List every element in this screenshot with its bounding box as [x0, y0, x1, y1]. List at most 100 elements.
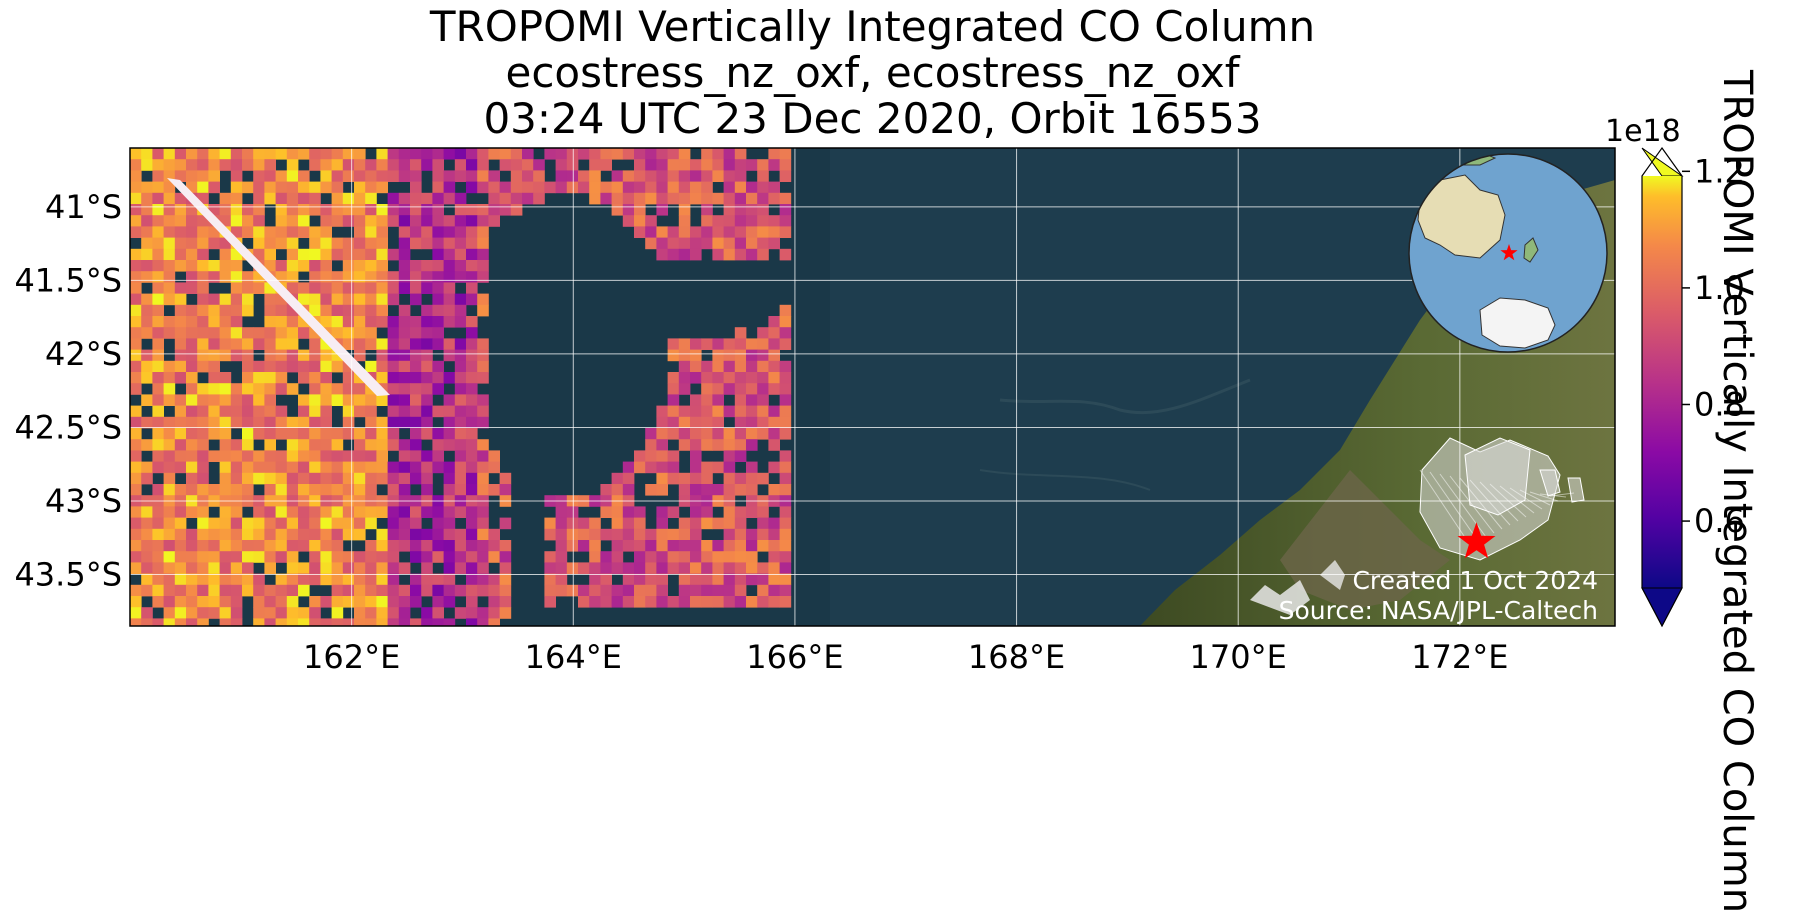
co-pixel — [466, 237, 478, 250]
co-pixel — [387, 204, 400, 216]
co-pixel — [768, 584, 780, 597]
co-pixel — [701, 439, 713, 451]
co-pixel — [421, 304, 433, 317]
co-pixel — [275, 148, 288, 160]
co-pixel — [186, 360, 198, 373]
co-pixel — [678, 226, 691, 238]
co-pixel — [230, 540, 243, 552]
co-pixel — [398, 170, 411, 182]
co-pixel — [499, 573, 512, 586]
co-pixel — [309, 540, 321, 552]
co-pixel — [443, 170, 456, 182]
co-pixel — [230, 506, 243, 518]
co-pixel — [152, 484, 164, 496]
co-pixel — [286, 338, 299, 350]
co-pixel — [701, 517, 713, 530]
co-pixel — [701, 192, 713, 205]
co-pixel — [522, 192, 534, 205]
co-pixel — [253, 551, 265, 563]
co-pixel — [354, 439, 366, 451]
co-pixel — [779, 148, 792, 160]
co-pixel — [712, 226, 724, 238]
snow-cap — [1250, 580, 1310, 615]
co-pixel — [578, 148, 590, 160]
co-pixel — [197, 181, 209, 194]
co-pixel — [622, 528, 635, 541]
co-pixel — [264, 148, 276, 160]
site-star-marker[interactable] — [1457, 522, 1496, 559]
co-pixel — [622, 181, 635, 194]
co-pixel — [656, 148, 668, 160]
co-pixel — [342, 472, 355, 485]
co-pixel — [779, 360, 792, 373]
co-pixel — [667, 528, 680, 541]
ecostress-scanline — [1529, 491, 1559, 502]
co-pixel — [219, 428, 232, 440]
co-pixel — [186, 237, 198, 250]
co-pixel — [443, 405, 456, 418]
co-pixel — [746, 573, 758, 586]
co-pixel — [701, 551, 713, 563]
co-pixel — [186, 372, 198, 384]
co-pixel — [208, 450, 220, 462]
co-pixel — [320, 562, 332, 574]
co-pixel — [152, 528, 164, 541]
co-pixel — [723, 170, 736, 182]
co-pixel — [645, 584, 657, 597]
co-pixel — [656, 204, 668, 216]
co-pixel — [354, 248, 366, 261]
co-pixel — [466, 416, 478, 429]
co-pixel — [320, 461, 332, 474]
co-pixel — [454, 204, 467, 216]
co-pixel — [387, 338, 400, 350]
co-pixel — [746, 372, 758, 384]
co-pixel — [421, 159, 433, 171]
co-pixel — [712, 461, 724, 474]
co-pixel — [432, 271, 444, 283]
co-pixel — [734, 394, 747, 406]
co-pixel — [645, 540, 657, 552]
co-pixel — [678, 416, 691, 429]
co-pixel — [219, 372, 232, 384]
co-pixel — [410, 618, 422, 626]
co-pixel — [466, 562, 478, 574]
co-pixel — [779, 327, 792, 339]
co-pixel — [186, 439, 198, 451]
co-pixel — [197, 349, 209, 362]
co-pixel — [286, 360, 299, 373]
co-pixel — [376, 204, 388, 216]
co-pixel — [342, 282, 355, 294]
co-pixel — [275, 349, 288, 362]
co-pixel — [354, 260, 366, 272]
co-pixel — [320, 215, 332, 227]
co-pixel — [421, 271, 433, 283]
co-pixel — [421, 584, 433, 597]
co-pixel — [757, 562, 769, 574]
map-panel[interactable]: Created 1 Oct 2024 Source: NASA/JPL-Calt… — [130, 148, 1615, 630]
co-pixel — [443, 248, 456, 261]
co-pixel — [130, 159, 142, 171]
co-pixel — [275, 215, 288, 227]
co-pixel — [219, 573, 232, 586]
co-pixel — [163, 551, 176, 563]
co-pixel — [634, 517, 646, 530]
co-pixel — [656, 584, 668, 597]
co-pixel — [242, 148, 254, 160]
co-pixel — [376, 148, 388, 160]
co-pixel — [667, 428, 680, 440]
co-pixel — [432, 618, 444, 626]
co-pixel — [768, 573, 780, 586]
co-pixel — [454, 607, 467, 619]
co-pixel — [779, 215, 792, 227]
co-pixel — [779, 405, 792, 418]
co-pixel — [779, 372, 792, 384]
co-pixel — [152, 316, 164, 328]
co-pixel — [141, 260, 153, 272]
co-pixel — [645, 551, 657, 563]
co-pixel — [309, 450, 321, 462]
co-pixel — [600, 596, 612, 608]
co-pixel — [398, 394, 411, 406]
co-pixel — [432, 360, 444, 373]
co-pixel — [622, 584, 635, 597]
co-pixel — [275, 484, 288, 496]
